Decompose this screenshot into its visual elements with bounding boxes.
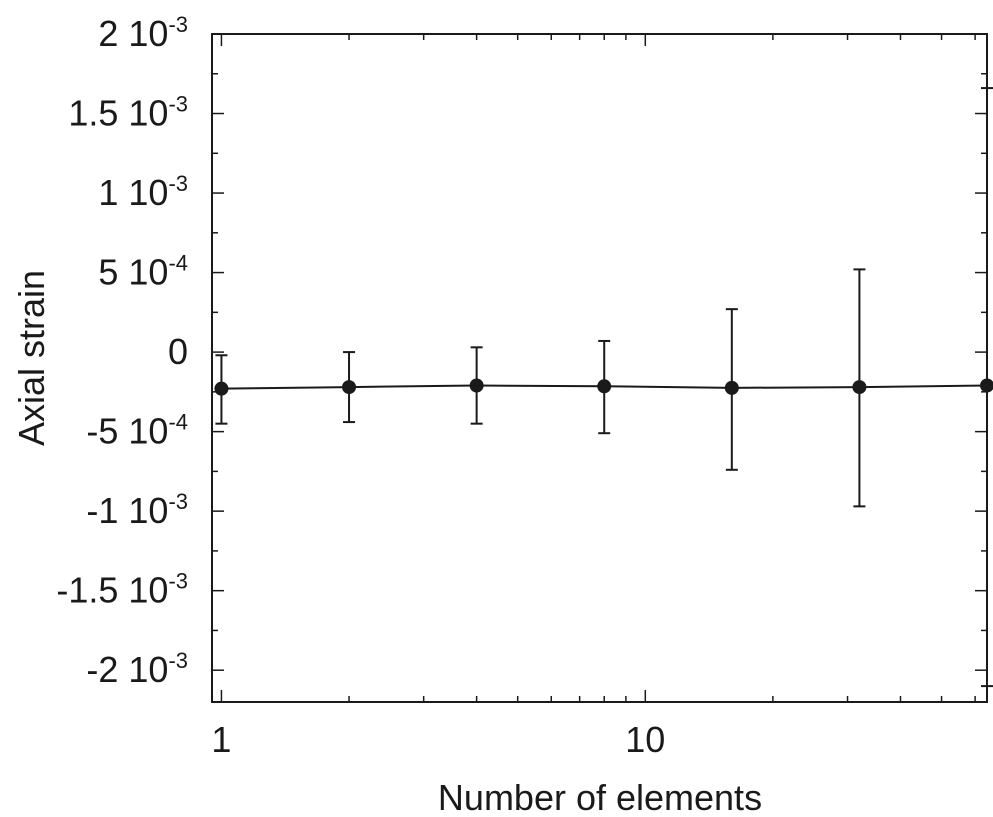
y-axis-label: Axial strain (11, 270, 52, 446)
y-tick-label: 1 10-3 (98, 171, 188, 213)
data-point (214, 381, 229, 396)
plot-frame (211, 33, 988, 703)
data-point (852, 380, 867, 395)
y-tick-labels: 2 10-3 1.5 10-3 1 10-3 5 10-4 0 -5 10-4 -1 10-… (56, 12, 188, 690)
y-tick-label: 5 10-4 (98, 251, 188, 293)
x-tick-label: 10 (625, 719, 665, 760)
x-tick-labels: 1 10 (211, 719, 665, 760)
y-tick-label: -5 10-4 (86, 410, 188, 452)
x-axis-label: Number of elements (438, 777, 762, 817)
data-point (724, 380, 739, 395)
y-tick-label: -1 10-3 (86, 489, 188, 531)
y-tick-label: 0 (168, 331, 188, 372)
data-point (597, 379, 612, 394)
frame-ticks (212, 33, 987, 702)
y-tick-label: 2 10-3 (98, 12, 188, 54)
y-tick-label: -1.5 10-3 (56, 569, 188, 611)
y-tick-label: 1.5 10-3 (68, 92, 188, 134)
x-tick-label: 1 (211, 719, 231, 760)
data-point (469, 378, 484, 393)
data-points (214, 378, 993, 396)
y-tick-label: -2 10-3 (86, 648, 188, 690)
data-point (342, 380, 357, 395)
data-point (980, 378, 993, 393)
